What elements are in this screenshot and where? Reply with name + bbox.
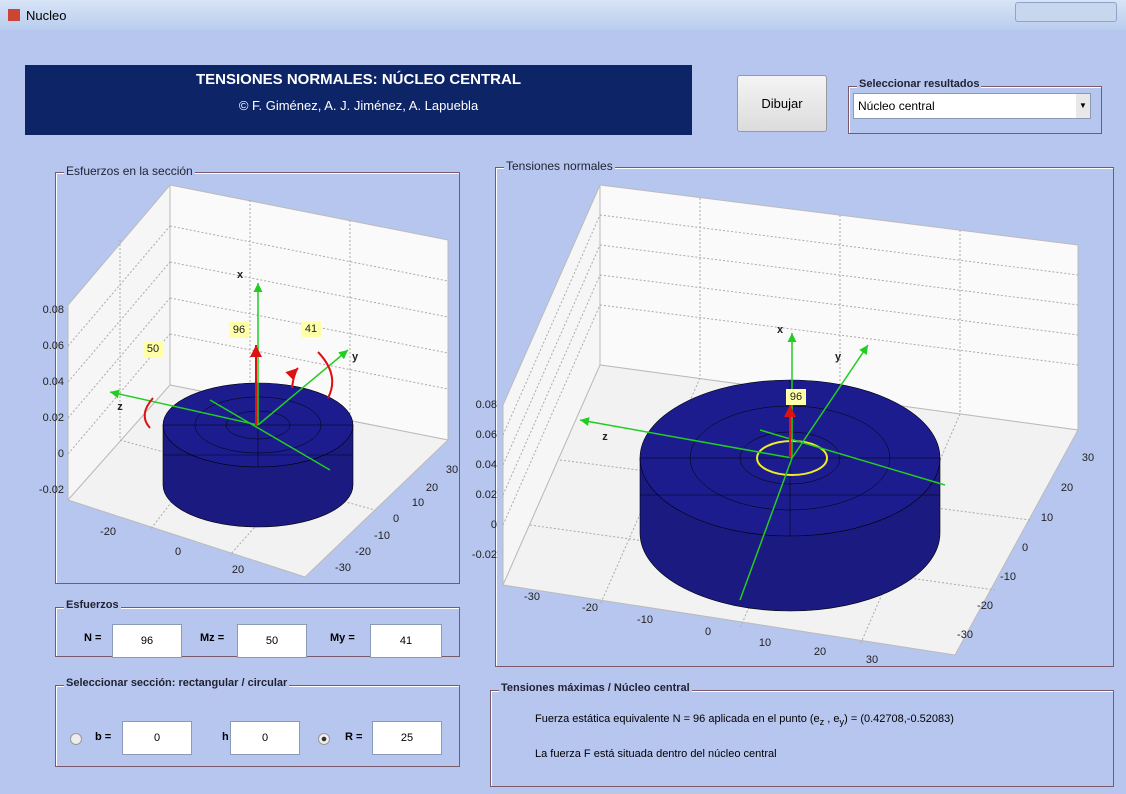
app-icon — [8, 9, 20, 21]
value-tag-bg — [786, 389, 806, 405]
axis-letter: y — [352, 351, 359, 363]
tick-label: 30 — [1082, 452, 1094, 464]
panel-title: Tensiones máximas / Núcleo central — [499, 682, 692, 694]
value-tag-bg — [143, 341, 163, 357]
section-plot-panel: Esfuerzos en la sección — [55, 164, 460, 584]
tick-label: 0.08 — [43, 304, 64, 316]
output-panel: Tensiones máximas / Núcleo central Fuerz… — [490, 682, 1114, 787]
header-title: TENSIONES NORMALES: NÚCLEO CENTRAL — [195, 71, 521, 88]
title-bar: Nucleo — [0, 0, 1126, 30]
tick-label: 0.06 — [43, 340, 64, 352]
tick-label: -10 — [1000, 571, 1016, 583]
tick-label: 10 — [412, 497, 424, 509]
field-label: b = — [95, 731, 112, 743]
tick-label: -20 — [355, 546, 371, 558]
tick-label: 0.02 — [43, 412, 64, 424]
value-tag-bg — [229, 322, 249, 338]
tick-label: -30 — [957, 629, 973, 641]
field-label: My = — [330, 632, 355, 644]
tick-label: 20 — [1061, 482, 1073, 494]
text-field[interactable]: 50 — [237, 624, 307, 658]
panel-title: Esfuerzos — [64, 599, 121, 611]
header-credits: © F. Giménez, A. J. Jiménez, A. Lapuebla — [238, 98, 479, 113]
tick-label: 10 — [1041, 512, 1053, 524]
value-tag: 96 — [790, 391, 802, 403]
header: TENSIONES NORMALES: NÚCLEO CENTRAL © F. … — [25, 65, 692, 135]
field-label: Mz = — [200, 632, 225, 644]
text: ) = (0.42708,-0.52083) — [844, 713, 954, 725]
window-title: Nucleo — [26, 8, 67, 23]
text-field[interactable]: 41 — [370, 624, 442, 658]
tick-label: 0.08 — [476, 399, 497, 411]
value-tag: 96 — [233, 324, 245, 336]
tick-label: 0 — [705, 626, 711, 638]
value-tag: 50 — [147, 343, 159, 355]
window-controls[interactable] — [1015, 2, 1117, 22]
tick-label: 0 — [393, 513, 399, 525]
dropdown-value: Núcleo central — [858, 99, 935, 113]
text-field[interactable]: 25 — [372, 721, 442, 755]
radio-rect[interactable] — [70, 733, 82, 745]
text-field[interactable]: 0 — [230, 721, 300, 755]
tick-label: 0 — [175, 546, 181, 558]
panel-title: Seleccionar sección: rectangular / circu… — [64, 677, 290, 689]
tick-label: -0.02 — [39, 484, 64, 496]
tick-label: -0.02 — [472, 549, 497, 561]
tick-label: -30 — [335, 562, 351, 574]
tick-label: 20 — [814, 646, 826, 658]
results-panel: Seleccionar resultados Núcleo central ▼ — [848, 78, 1102, 134]
field-label: N = — [84, 632, 102, 644]
tick-label: 0.04 — [43, 376, 64, 388]
radio-circle[interactable] — [318, 733, 330, 745]
section-panel: Seleccionar sección: rectangular / circu… — [55, 677, 460, 767]
draw-button[interactable]: Dibujar — [737, 75, 827, 132]
tick-label: -20 — [977, 600, 993, 612]
results-label: Seleccionar resultados — [857, 78, 982, 90]
result-line: La fuerza F está situada dentro del núcl… — [535, 748, 777, 760]
axis-letter: x — [777, 324, 784, 336]
axis-letter: z — [602, 431, 608, 443]
subscript: y — [839, 717, 845, 728]
tick-label: 0.04 — [476, 459, 497, 471]
subscript: z — [819, 717, 825, 728]
dropdown-arrow[interactable]: ▼ — [1076, 94, 1090, 118]
tick-label: 0.06 — [476, 429, 497, 441]
tick-label: 0 — [491, 519, 497, 531]
tick-label: -20 — [100, 526, 116, 538]
tick-label: 30 — [446, 464, 458, 476]
tick-label: -10 — [374, 530, 390, 542]
results-dropdown[interactable]: Núcleo central ▼ — [853, 93, 1091, 119]
axis-letter: y — [835, 351, 842, 363]
axis-letter: z — [117, 401, 123, 413]
text-field[interactable]: 0 — [122, 721, 192, 755]
tick-label: -10 — [637, 614, 653, 626]
value-tag-bg — [301, 321, 321, 337]
axes-arrows — [579, 333, 946, 601]
tick-label: 30 — [866, 654, 878, 666]
value-tag: 41 — [305, 323, 317, 335]
tick-label: -20 — [582, 602, 598, 614]
tick-label: -30 — [524, 591, 540, 603]
tick-label: 0.02 — [476, 489, 497, 501]
panel-title: Esfuerzos en la sección — [64, 164, 195, 178]
text: , e — [824, 713, 840, 725]
text-field[interactable]: 96 — [112, 624, 182, 658]
field-label: R = — [345, 731, 363, 743]
axes-arrows — [109, 283, 349, 471]
tick-label: 0 — [58, 448, 64, 460]
result-line: Fuerza estática equivalente N = 96 aplic… — [535, 713, 954, 727]
stress-plot-panel: Tensiones normales — [495, 159, 1114, 667]
tick-label: 20 — [232, 564, 244, 576]
axis-letter: x — [237, 269, 244, 281]
panel-title: Tensiones normales — [504, 159, 615, 173]
tick-label: 20 — [426, 482, 438, 494]
tick-label: 10 — [759, 637, 771, 649]
text: Fuerza estática equivalente N = 96 aplic… — [535, 713, 820, 725]
tick-label: 0 — [1022, 542, 1028, 554]
